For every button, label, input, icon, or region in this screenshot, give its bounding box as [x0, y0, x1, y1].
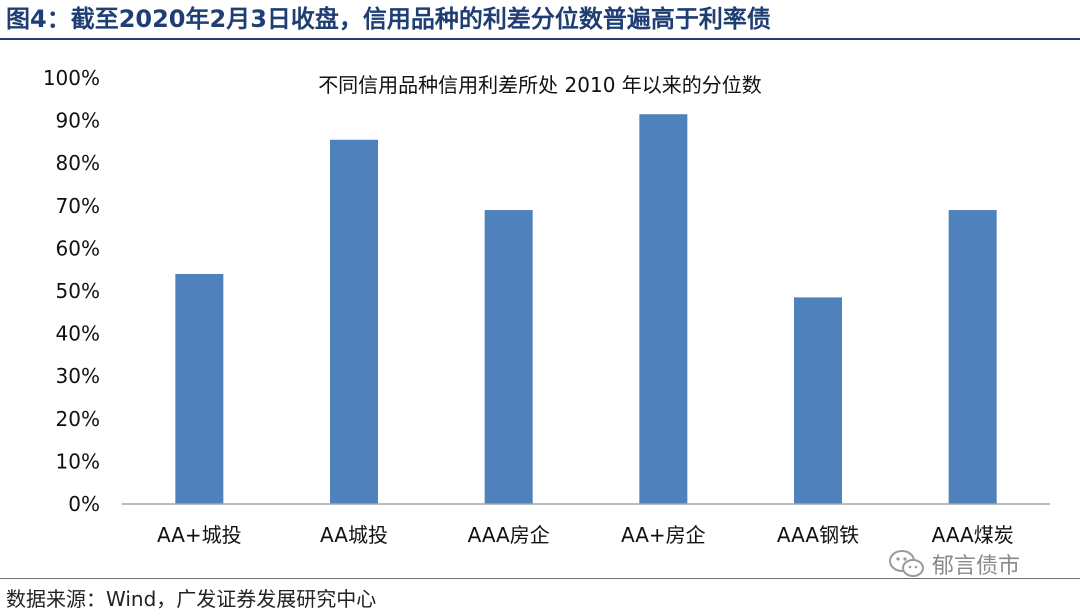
x-tick-label: AAA煤炭: [932, 523, 1014, 547]
y-tick-label: 60%: [56, 236, 100, 260]
x-tick-label: AAA钢铁: [777, 523, 859, 547]
bar: [330, 139, 378, 504]
x-axis-labels: AA+城投 AA城投 AAA房企 AA+房企 AAA钢铁 AAA煤炭: [157, 523, 1014, 547]
watermark-text: 郁言债市: [932, 554, 1021, 579]
y-tick-label: 20%: [56, 407, 100, 431]
title-divider: [0, 38, 1080, 40]
y-tick-label: 50%: [56, 279, 100, 303]
watermark: 郁言债市: [888, 548, 1020, 580]
chart-title: 不同信用品种信用利差所处 2010 年以来的分位数: [318, 73, 762, 97]
x-tick-label: AA+城投: [157, 523, 242, 547]
x-tick-label: AAA房企: [468, 523, 550, 547]
y-tick-label: 30%: [56, 364, 100, 388]
y-tick-label: 0%: [68, 492, 100, 516]
bar-chart: 不同信用品种信用利差所处 2010 年以来的分位数 0% 10% 20% 30% 40%…: [43, 66, 1050, 547]
y-tick-label: 40%: [56, 322, 100, 346]
footer-divider: [0, 578, 1080, 579]
y-axis-ticks: 0% 10% 20% 30% 40% 50% 60% 70% 80% 90% 100%: [43, 66, 100, 516]
bar: [948, 210, 997, 504]
y-tick-label: 100%: [43, 66, 100, 90]
bar: [794, 297, 842, 504]
bar: [484, 210, 533, 504]
source-note: 数据来源：Wind，广发证券发展研究中心: [6, 587, 377, 611]
bars-group: [175, 114, 997, 505]
x-tick-label: AA+房企: [621, 523, 706, 547]
y-tick-label: 70%: [56, 194, 100, 218]
y-tick-label: 90%: [56, 109, 100, 133]
figure-title: 图4：截至2020年2月3日收盘，信用品种的利差分位数普遍高于利率债: [6, 5, 771, 33]
bar: [639, 114, 688, 505]
wechat-icon: [889, 550, 924, 577]
figure-header: 图4：截至2020年2月3日收盘，信用品种的利差分位数普遍高于利率债: [0, 0, 1080, 42]
y-tick-label: 80%: [56, 151, 100, 175]
x-tick-label: AA城投: [320, 523, 388, 547]
y-tick-label: 10%: [56, 449, 100, 473]
bar: [175, 273, 224, 504]
